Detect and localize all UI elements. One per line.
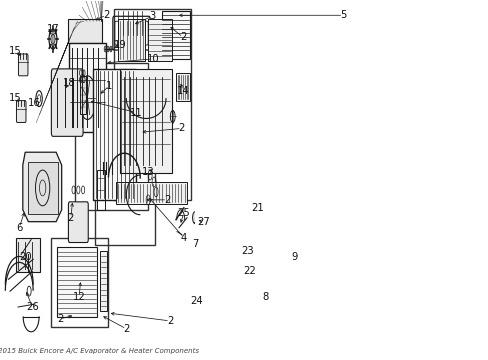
Circle shape [49, 29, 57, 49]
Text: 24: 24 [190, 296, 203, 306]
Text: 26: 26 [26, 302, 39, 312]
Text: 13: 13 [142, 167, 154, 177]
Text: 16: 16 [27, 98, 40, 108]
Text: 22: 22 [243, 266, 255, 276]
Bar [92, 69, 136, 200]
FancyBboxPatch shape [51, 69, 83, 136]
Bar [176, 73, 190, 100]
Circle shape [109, 46, 112, 52]
Bar [51, 238, 108, 327]
Text: 10: 10 [146, 54, 159, 64]
Text: 3: 3 [149, 11, 155, 21]
Bar [27, 162, 58, 214]
Text: 17: 17 [46, 24, 59, 34]
Bar [16, 238, 40, 272]
Text: 2: 2 [57, 314, 63, 324]
FancyBboxPatch shape [19, 54, 28, 76]
Bar [115, 182, 186, 204]
Bar [148, 19, 172, 61]
Bar [120, 69, 172, 173]
Circle shape [192, 212, 197, 224]
Text: 27: 27 [197, 217, 210, 227]
Text: 21: 21 [251, 203, 264, 213]
Polygon shape [195, 220, 255, 294]
Bar [75, 63, 147, 210]
Polygon shape [283, 279, 306, 351]
Text: 2015 Buick Encore A/C Evaporator & Heater Components: 2015 Buick Encore A/C Evaporator & Heate… [0, 348, 198, 354]
Text: 2: 2 [180, 32, 186, 42]
FancyBboxPatch shape [68, 202, 88, 243]
Text: 9: 9 [291, 252, 298, 262]
Text: 15: 15 [9, 46, 22, 56]
Polygon shape [245, 294, 270, 331]
Text: 1: 1 [106, 81, 112, 91]
Text: 23: 23 [241, 247, 253, 256]
Text: 2: 2 [123, 324, 129, 334]
Text: 2: 2 [67, 213, 74, 223]
Circle shape [104, 46, 106, 52]
Text: 14: 14 [176, 86, 189, 96]
Circle shape [36, 170, 50, 206]
Text: 11: 11 [130, 108, 142, 117]
Text: 18: 18 [62, 78, 75, 88]
Text: 4: 4 [181, 233, 186, 243]
Text: 2: 2 [166, 316, 173, 326]
Text: 2: 2 [163, 195, 170, 205]
Bar [225, 273, 247, 288]
Circle shape [107, 46, 109, 52]
Text: 15: 15 [9, 93, 22, 103]
Bar [118, 19, 145, 61]
Polygon shape [23, 152, 61, 222]
Circle shape [244, 190, 262, 234]
Bar [162, 11, 190, 59]
Text: 20: 20 [19, 252, 31, 262]
Text: 7: 7 [192, 239, 199, 249]
Text: 5: 5 [340, 10, 346, 20]
Text: 6: 6 [16, 222, 22, 233]
Bar [80, 76, 86, 113]
Bar [95, 158, 155, 246]
Bar [68, 19, 102, 43]
Circle shape [79, 76, 96, 120]
Text: 12: 12 [73, 292, 85, 302]
Text: 19: 19 [114, 40, 126, 50]
FancyBboxPatch shape [17, 100, 26, 122]
Bar [97, 170, 104, 210]
Bar [57, 247, 97, 317]
Bar [69, 43, 106, 132]
Text: 25: 25 [177, 208, 190, 218]
Text: 8: 8 [262, 292, 268, 302]
Text: 2: 2 [102, 10, 109, 20]
Bar [113, 9, 191, 200]
Bar [199, 305, 210, 329]
Text: 2: 2 [178, 123, 184, 134]
Bar [100, 251, 107, 311]
